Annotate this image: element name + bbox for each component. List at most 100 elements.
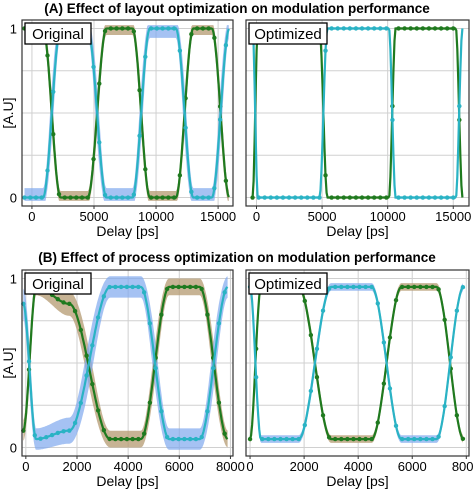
data-point-green: [164, 286, 170, 292]
data-point-green: [160, 195, 165, 200]
data-point-cyan: [148, 26, 154, 31]
data-point-green: [136, 436, 141, 442]
data-point-green: [143, 167, 148, 172]
panel-A-optimized: 0 5000 10000 15000 Delay [ps] Optimized: [245, 19, 471, 239]
data-point-green: [408, 26, 413, 31]
data-point-cyan: [91, 64, 96, 70]
data-point-green: [247, 436, 253, 442]
data-point-cyan: [378, 26, 383, 31]
data-point-green: [414, 26, 419, 31]
data-point-cyan: [97, 140, 102, 145]
data-point-green: [351, 436, 356, 442]
data-point-cyan: [387, 386, 393, 391]
data-point-green: [187, 284, 193, 290]
x-tick-label: 6000: [165, 459, 194, 474]
data-point-green: [369, 436, 374, 442]
data-point-green: [108, 26, 114, 31]
data-point-cyan: [199, 434, 204, 440]
panel-A-original: 0 5000 10000 15000 0 1 Delay [ps] [A.U] Original: [0, 19, 236, 239]
data-point-cyan: [44, 434, 49, 440]
data-point-green: [442, 317, 447, 322]
data-point-green: [347, 195, 353, 200]
data-point-green: [85, 195, 90, 200]
data-point-cyan: [51, 89, 56, 94]
data-point-green: [51, 132, 56, 137]
data-point-green: [193, 284, 199, 290]
data-point-green: [223, 178, 229, 183]
y-tick-label: 0: [10, 441, 17, 456]
data-point-cyan: [136, 284, 141, 290]
data-point-cyan: [193, 436, 199, 442]
band-cyan: [23, 276, 228, 450]
data-point-green: [339, 436, 344, 442]
x-tick-label: 8000: [452, 459, 474, 474]
data-point-cyan: [130, 284, 135, 290]
data-point-cyan: [102, 192, 108, 198]
data-point-green: [250, 195, 255, 200]
data-point-green: [412, 284, 417, 290]
data-point-cyan: [426, 195, 432, 200]
data-point-green: [154, 195, 160, 200]
data-point-green: [451, 26, 456, 31]
x-tick-label: 15000: [200, 209, 236, 224]
x-tick-label: 0: [22, 459, 29, 474]
data-point-green: [118, 436, 124, 442]
data-point-cyan: [125, 195, 131, 200]
data-point-cyan: [442, 404, 447, 409]
data-point-green: [387, 335, 393, 340]
data-point-green: [326, 435, 332, 440]
data-point-cyan: [414, 195, 419, 200]
data-point-green: [396, 26, 401, 31]
data-point-cyan: [113, 284, 118, 290]
data-point-cyan: [114, 195, 119, 200]
data-point-cyan: [33, 195, 39, 200]
data-point-green: [120, 26, 125, 31]
data-point-cyan: [323, 48, 328, 53]
data-point-cyan: [381, 340, 387, 345]
data-point-green: [206, 26, 211, 31]
data-point-green: [399, 284, 405, 290]
data-point-green: [107, 436, 112, 442]
data-point-cyan: [280, 195, 286, 200]
data-point-green: [402, 26, 407, 31]
data-point-green: [199, 286, 204, 292]
data-point-green: [308, 332, 314, 338]
data-point-cyan: [365, 26, 371, 31]
x-tick-label: 0: [253, 209, 260, 224]
data-point-green: [363, 436, 368, 442]
panel-label: Original: [32, 276, 84, 293]
data-point-cyan: [72, 420, 78, 426]
x-tick-label: 4000: [344, 459, 373, 474]
data-point-cyan: [170, 436, 176, 442]
x-tick-label: 8000: [216, 459, 245, 474]
data-point-cyan: [296, 436, 301, 442]
data-point-green: [320, 413, 326, 418]
data-point-green: [113, 436, 118, 442]
data-point-cyan: [38, 436, 43, 441]
data-point-green: [177, 173, 183, 178]
data-point-green: [216, 400, 222, 405]
data-point-green: [101, 428, 107, 433]
data-point-green: [45, 53, 50, 58]
data-point-cyan: [308, 388, 314, 394]
data-point-green: [55, 296, 61, 302]
data-point-green: [102, 28, 108, 34]
data-point-cyan: [101, 294, 107, 299]
data-point-green: [147, 400, 153, 405]
data-point-cyan: [305, 195, 310, 200]
data-point-green: [420, 26, 426, 31]
data-point-cyan: [396, 195, 401, 200]
y-tick-label: 1: [10, 21, 17, 36]
data-point-cyan: [153, 365, 158, 371]
data-point-cyan: [359, 26, 365, 31]
data-point-cyan: [460, 284, 466, 290]
data-point-cyan: [212, 185, 217, 191]
x-tick-label: 5000: [80, 209, 109, 224]
data-point-cyan: [457, 103, 462, 109]
data-point-green: [171, 195, 177, 200]
data-point-cyan: [353, 26, 359, 31]
data-point-cyan: [290, 436, 295, 442]
plot-frame: [21, 269, 234, 457]
data-point-cyan: [436, 434, 441, 439]
